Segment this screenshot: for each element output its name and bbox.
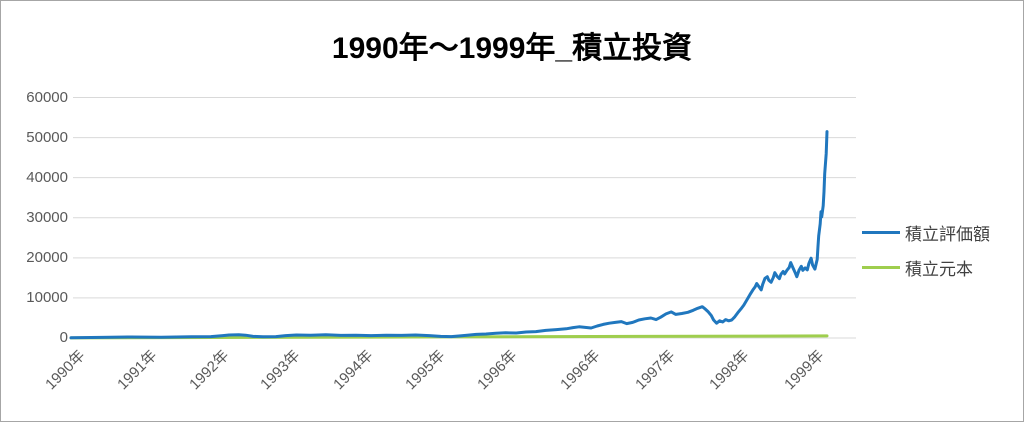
- y-axis-tick-label: 40000: [26, 168, 68, 186]
- chart-title: 1990年～1999年_積立投資: [331, 32, 693, 65]
- legend-line-swatch: [862, 231, 900, 234]
- legend-line-swatch: [862, 266, 900, 269]
- y-axis-tick-label: 0: [59, 329, 68, 346]
- series-line-積立評価額: [69, 130, 829, 340]
- legend-label: 積立元本: [905, 260, 973, 279]
- legend-item: 積立評価額: [862, 215, 990, 250]
- y-axis-tick-label: 20000: [26, 248, 68, 266]
- y-axis-tick-label: 60000: [26, 88, 68, 106]
- legend: 積立評価額 積立元本: [862, 215, 990, 285]
- y-axis-tick-label: 30000: [26, 208, 68, 226]
- y-axis-tick-label: 50000: [26, 128, 68, 146]
- y-axis-tick-label: 10000: [26, 288, 68, 306]
- legend-label: 積立評価額: [905, 225, 990, 244]
- legend-item: 積立元本: [862, 250, 990, 285]
